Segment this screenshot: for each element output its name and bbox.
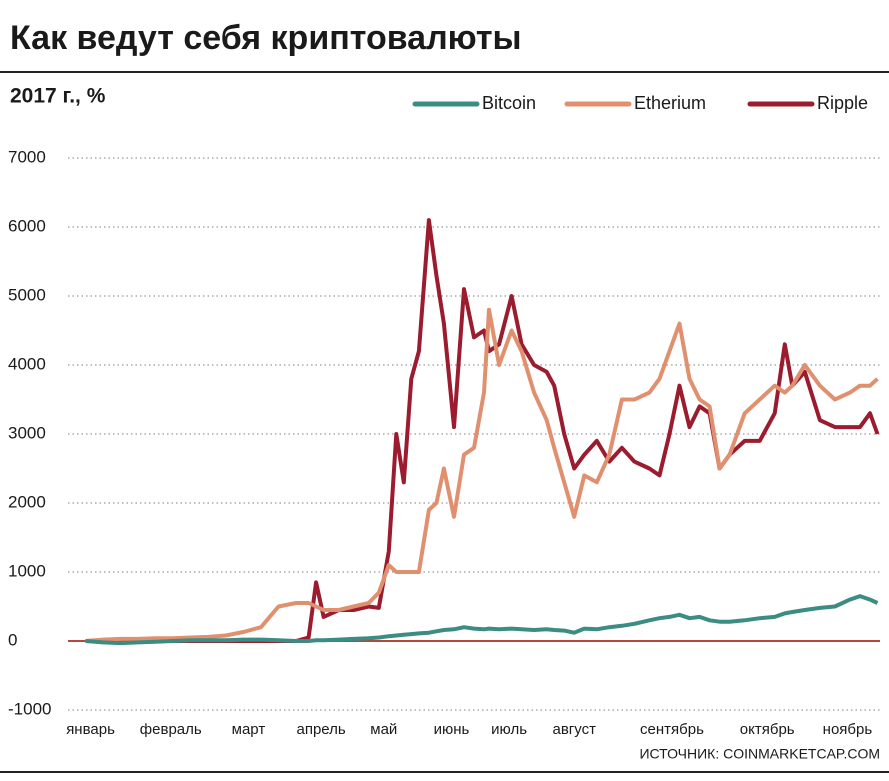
y-tick-label: 7000 — [8, 147, 46, 166]
x-tick-label: октябрь — [740, 721, 795, 738]
x-tick-label: июнь — [434, 721, 470, 738]
x-tick-label: август — [553, 721, 597, 738]
x-tick-label: июль — [491, 721, 527, 738]
series-line — [85, 594, 879, 646]
x-tick-label: май — [370, 721, 397, 738]
y-tick-label: 1000 — [8, 561, 46, 580]
series-line — [85, 218, 880, 643]
y-tick-label: 3000 — [8, 423, 46, 442]
x-tick-label: ноябрь — [823, 721, 873, 738]
y-tick-label: 6000 — [8, 216, 46, 235]
x-tick-label: сентябрь — [640, 721, 704, 738]
source: ИСТОЧНИК: COINMARKETCAP.COM — [639, 746, 880, 762]
legend-label: Ripple — [817, 93, 868, 113]
chart-subtitle: 2017 г., % — [10, 85, 106, 108]
chart-title: Как ведут себя криптовалюты — [10, 19, 522, 57]
y-tick-label: 5000 — [8, 285, 46, 304]
y-tick-label: 4000 — [8, 354, 46, 373]
y-tick-label: 0 — [8, 630, 17, 649]
x-tick-label: март — [232, 721, 266, 738]
legend-label: Etherium — [634, 93, 706, 113]
x-tick-label: апрель — [297, 721, 346, 738]
y-tick-label: -1000 — [8, 699, 51, 718]
series-line — [85, 307, 879, 643]
y-tick-label: 2000 — [8, 492, 46, 511]
x-tick-label: январь — [66, 721, 115, 738]
x-tick-label: февраль — [140, 721, 202, 738]
legend-label: Bitcoin — [482, 93, 536, 113]
